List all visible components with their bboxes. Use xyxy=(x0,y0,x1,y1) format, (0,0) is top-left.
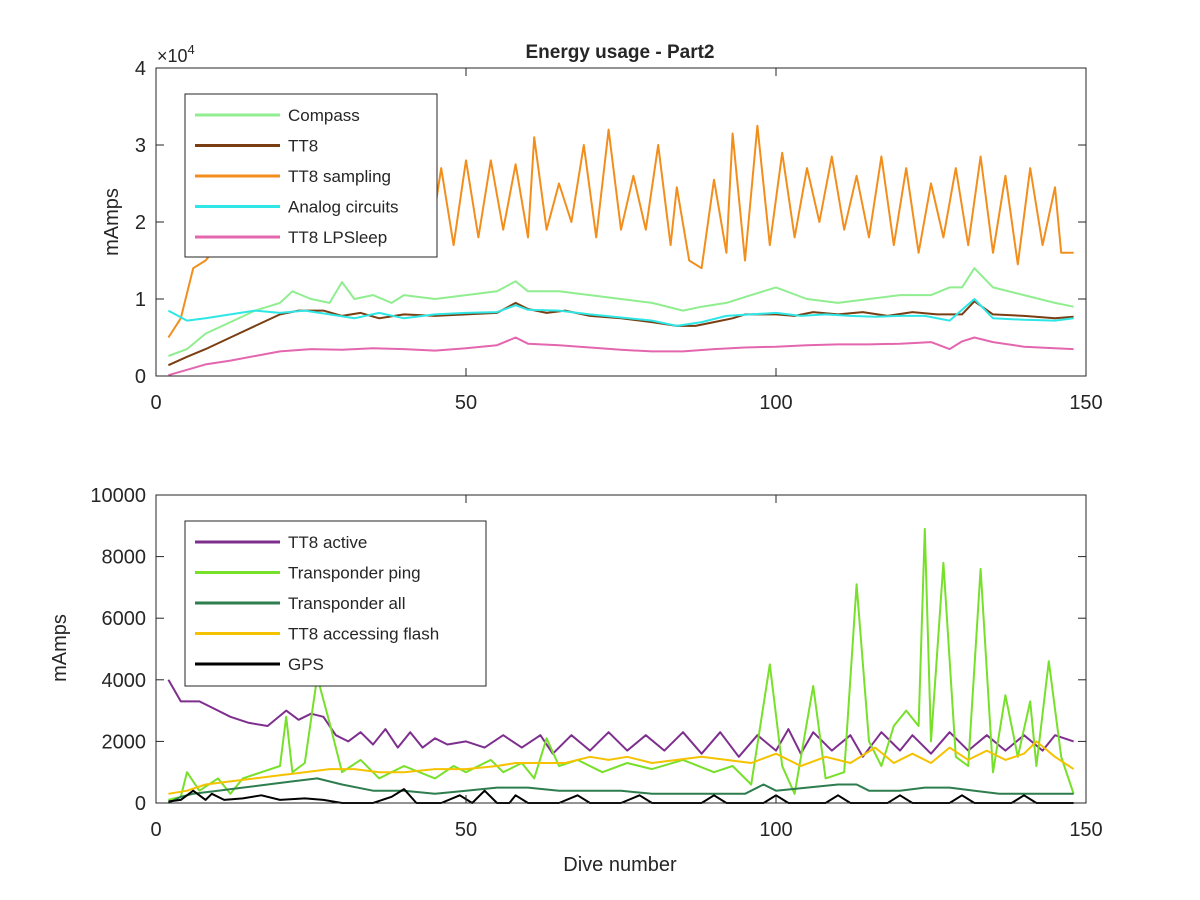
y-exponent-label: ×104 xyxy=(157,42,195,66)
top-subplot: Energy usage - Part2 ×104 mAmps 0 50 100 15… xyxy=(101,42,1103,414)
x-tick-label: 50 xyxy=(455,392,477,414)
x-tick-label: 50 xyxy=(455,819,477,841)
y-tick-label: 0 xyxy=(135,793,146,815)
legend-label-tt8-lpsleep: TT8 LPSleep xyxy=(288,228,387,247)
legend-label-tt8: TT8 xyxy=(288,137,318,156)
y-tick-label: 8000 xyxy=(102,547,147,569)
y-tick-label: 1 xyxy=(135,289,146,311)
y-tick-label: 6000 xyxy=(102,608,147,630)
series-line-tt8-active xyxy=(167,679,1074,758)
legend-label-compass: Compass xyxy=(288,106,360,125)
series-line-analog-circuits xyxy=(167,298,1074,327)
plot-frame xyxy=(155,494,1087,804)
y-tick-label: 3 xyxy=(135,135,146,157)
series-line-transponder-all xyxy=(167,777,1074,804)
y-tick-label: 2 xyxy=(135,212,146,234)
x-tick-label: 0 xyxy=(150,392,161,414)
series-line-tt8-accessing-flash xyxy=(168,740,1075,795)
series-line-compass xyxy=(168,267,1074,357)
x-tick-label: 100 xyxy=(759,819,792,841)
legend-label-transponder-ping: Transponder ping xyxy=(288,564,421,583)
legend-label-tt8-active: TT8 active xyxy=(288,533,367,552)
legend: TT8 active Transponder ping Transponder al… xyxy=(184,520,487,687)
legend-label-analog-circuits: Analog circuits xyxy=(288,198,399,217)
x-axis-label: Dive number xyxy=(563,854,677,876)
series-line-tt8-lpsleep xyxy=(168,336,1074,377)
x-tick-label: 150 xyxy=(1069,392,1102,414)
legend-label-gps: GPS xyxy=(288,655,324,674)
y-tick-label: 4 xyxy=(135,58,146,80)
legend-label-tt8-sampling: TT8 sampling xyxy=(288,167,391,186)
series-line-transponder-ping xyxy=(168,527,1075,801)
x-tick-label: 150 xyxy=(1069,819,1102,841)
chart-title: Energy usage - Part2 xyxy=(525,42,714,63)
x-tick-label: 0 xyxy=(150,819,161,841)
y-axis-label: mAmps xyxy=(49,614,71,682)
y-tick-label: 4000 xyxy=(102,670,147,692)
y-axis-label: mAmps xyxy=(101,188,123,256)
legend: Compass TT8 TT8 sampling Analog circuits TT8… xyxy=(184,93,438,258)
y-tick-label: 0 xyxy=(135,366,146,388)
svg-text:×104: ×104 xyxy=(157,42,195,66)
x-tick-label: 100 xyxy=(759,392,792,414)
bottom-subplot: mAmps Dive number 0 50 100 150 0 2000 4000 6000… xyxy=(49,485,1103,876)
legend-label-tt8-accessing-flash: TT8 accessing flash xyxy=(288,625,439,644)
y-tick-label: 10000 xyxy=(90,485,146,507)
legend-label-transponder-all: Transponder all xyxy=(288,594,406,613)
y-tick-label: 2000 xyxy=(102,731,147,753)
